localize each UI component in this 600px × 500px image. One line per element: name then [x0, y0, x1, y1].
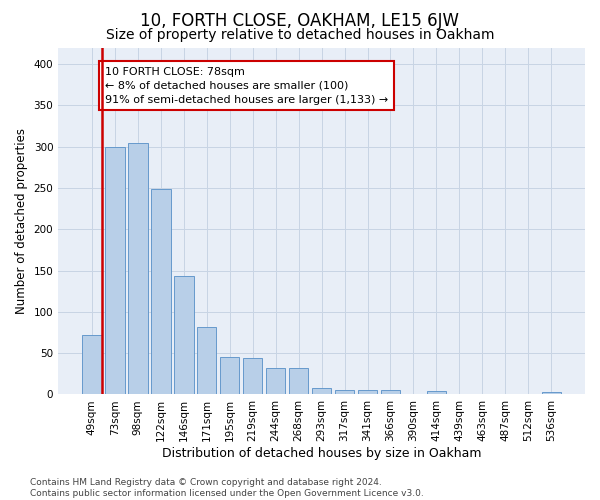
Bar [427, 391, 446, 394]
Bar [335, 390, 355, 394]
Bar [82, 335, 101, 394]
Bar [312, 388, 331, 394]
Bar [151, 189, 170, 394]
Bar [381, 390, 400, 394]
Bar [289, 368, 308, 394]
Bar [220, 358, 239, 395]
Text: Contains HM Land Registry data © Crown copyright and database right 2024.
Contai: Contains HM Land Registry data © Crown c… [30, 478, 424, 498]
Bar [105, 148, 125, 394]
Bar [542, 392, 561, 394]
Bar [174, 276, 194, 394]
Text: 10, FORTH CLOSE, OAKHAM, LE15 6JW: 10, FORTH CLOSE, OAKHAM, LE15 6JW [140, 12, 460, 30]
Y-axis label: Number of detached properties: Number of detached properties [15, 128, 28, 314]
Text: Size of property relative to detached houses in Oakham: Size of property relative to detached ho… [106, 28, 494, 42]
Text: 10 FORTH CLOSE: 78sqm
← 8% of detached houses are smaller (100)
91% of semi-deta: 10 FORTH CLOSE: 78sqm ← 8% of detached h… [105, 66, 388, 104]
Bar [266, 368, 286, 394]
Bar [243, 358, 262, 395]
Bar [197, 326, 217, 394]
Bar [358, 390, 377, 394]
Bar [128, 144, 148, 394]
X-axis label: Distribution of detached houses by size in Oakham: Distribution of detached houses by size … [162, 447, 481, 460]
